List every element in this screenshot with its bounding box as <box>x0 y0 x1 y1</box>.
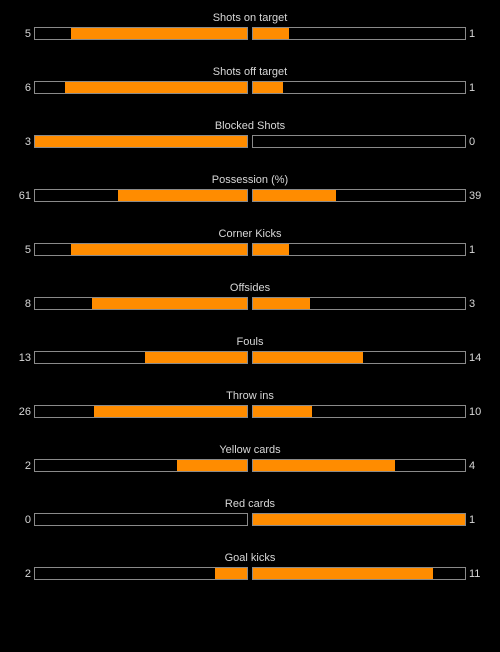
stat-row-goal-kicks: Goal kicks 2 11 <box>0 550 500 604</box>
away-value: 39 <box>469 190 482 202</box>
home-value: 2 <box>24 568 31 580</box>
home-bar-fill <box>92 298 247 309</box>
away-bar <box>252 513 466 526</box>
home-bar <box>34 81 248 94</box>
home-bar <box>34 459 248 472</box>
away-bar <box>252 405 466 418</box>
away-value: 3 <box>469 298 476 310</box>
stat-label: Offsides <box>229 282 271 294</box>
away-bar <box>252 189 466 202</box>
stat-label: Shots on target <box>212 12 288 24</box>
home-bar-fill <box>71 28 247 39</box>
away-value: 1 <box>469 514 476 526</box>
home-bar-fill <box>35 136 247 147</box>
home-bar-fill <box>117 190 247 201</box>
stat-row-shots-off-target: Shots off target 6 1 <box>0 64 500 118</box>
stat-label: Fouls <box>236 336 264 348</box>
home-bar <box>34 189 248 202</box>
home-bar <box>34 405 248 418</box>
stat-row-possession: Possession (%) 61 39 <box>0 172 500 226</box>
home-value: 0 <box>24 514 31 526</box>
stat-label: Shots off target <box>212 66 288 78</box>
home-bar-fill <box>64 82 247 93</box>
home-value: 8 <box>24 298 31 310</box>
away-bar-fill <box>253 82 283 93</box>
home-bar <box>34 135 248 148</box>
away-value: 1 <box>469 244 476 256</box>
home-value: 5 <box>24 244 31 256</box>
away-value: 1 <box>469 82 476 94</box>
stat-label: Red cards <box>224 498 276 510</box>
stat-row-corner-kicks: Corner Kicks 5 1 <box>0 226 500 280</box>
away-bar-fill <box>253 460 396 471</box>
home-bar <box>34 27 248 40</box>
home-value: 5 <box>24 28 31 40</box>
away-bar-fill <box>253 28 290 39</box>
away-bar <box>252 351 466 364</box>
stat-row-blocked-shots: Blocked Shots 3 0 <box>0 118 500 172</box>
stat-label: Corner Kicks <box>218 228 282 240</box>
home-bar-fill <box>145 352 247 363</box>
away-value: 1 <box>469 28 476 40</box>
away-value: 10 <box>469 406 482 418</box>
away-bar <box>252 459 466 472</box>
home-bar <box>34 351 248 364</box>
home-value: 2 <box>24 460 31 472</box>
home-bar-fill <box>177 460 247 471</box>
stat-label: Throw ins <box>226 390 274 402</box>
stat-row-red-cards: Red cards 0 1 <box>0 496 500 550</box>
away-value: 0 <box>469 136 476 148</box>
away-bar-fill <box>253 406 313 417</box>
home-bar <box>34 513 248 526</box>
away-bar-fill <box>253 352 364 363</box>
home-bar-fill <box>71 244 247 255</box>
stat-row-offsides: Offsides 8 3 <box>0 280 500 334</box>
away-bar <box>252 243 466 256</box>
away-bar-fill <box>253 244 290 255</box>
away-bar <box>252 135 466 148</box>
away-bar-fill <box>253 298 311 309</box>
home-value: 13 <box>18 352 31 364</box>
away-bar <box>252 27 466 40</box>
away-value: 11 <box>469 568 481 580</box>
away-bar-fill <box>253 568 434 579</box>
away-value: 4 <box>469 460 476 472</box>
away-bar-fill <box>253 514 465 525</box>
home-value: 6 <box>24 82 31 94</box>
home-bar <box>34 243 248 256</box>
home-value: 61 <box>18 190 31 202</box>
away-bar-fill <box>253 190 336 201</box>
home-bar <box>34 567 248 580</box>
home-bar-fill <box>94 406 247 417</box>
stat-label: Blocked Shots <box>214 120 286 132</box>
stat-label: Possession (%) <box>211 174 289 186</box>
away-bar <box>252 81 466 94</box>
away-bar <box>252 297 466 310</box>
stat-row-throw-ins: Throw ins 26 10 <box>0 388 500 442</box>
stat-label: Yellow cards <box>219 444 281 456</box>
home-bar-fill <box>215 568 247 579</box>
match-stats-panel: Shots on target 5 1 Shots off target 6 1… <box>0 10 500 604</box>
home-bar <box>34 297 248 310</box>
stat-label: Goal kicks <box>224 552 276 564</box>
away-value: 14 <box>469 352 482 364</box>
away-bar <box>252 567 466 580</box>
stat-row-shots-on-target: Shots on target 5 1 <box>0 10 500 64</box>
home-value: 3 <box>24 136 31 148</box>
stat-row-yellow-cards: Yellow cards 2 4 <box>0 442 500 496</box>
stat-row-fouls: Fouls 13 14 <box>0 334 500 388</box>
home-value: 26 <box>18 406 31 418</box>
